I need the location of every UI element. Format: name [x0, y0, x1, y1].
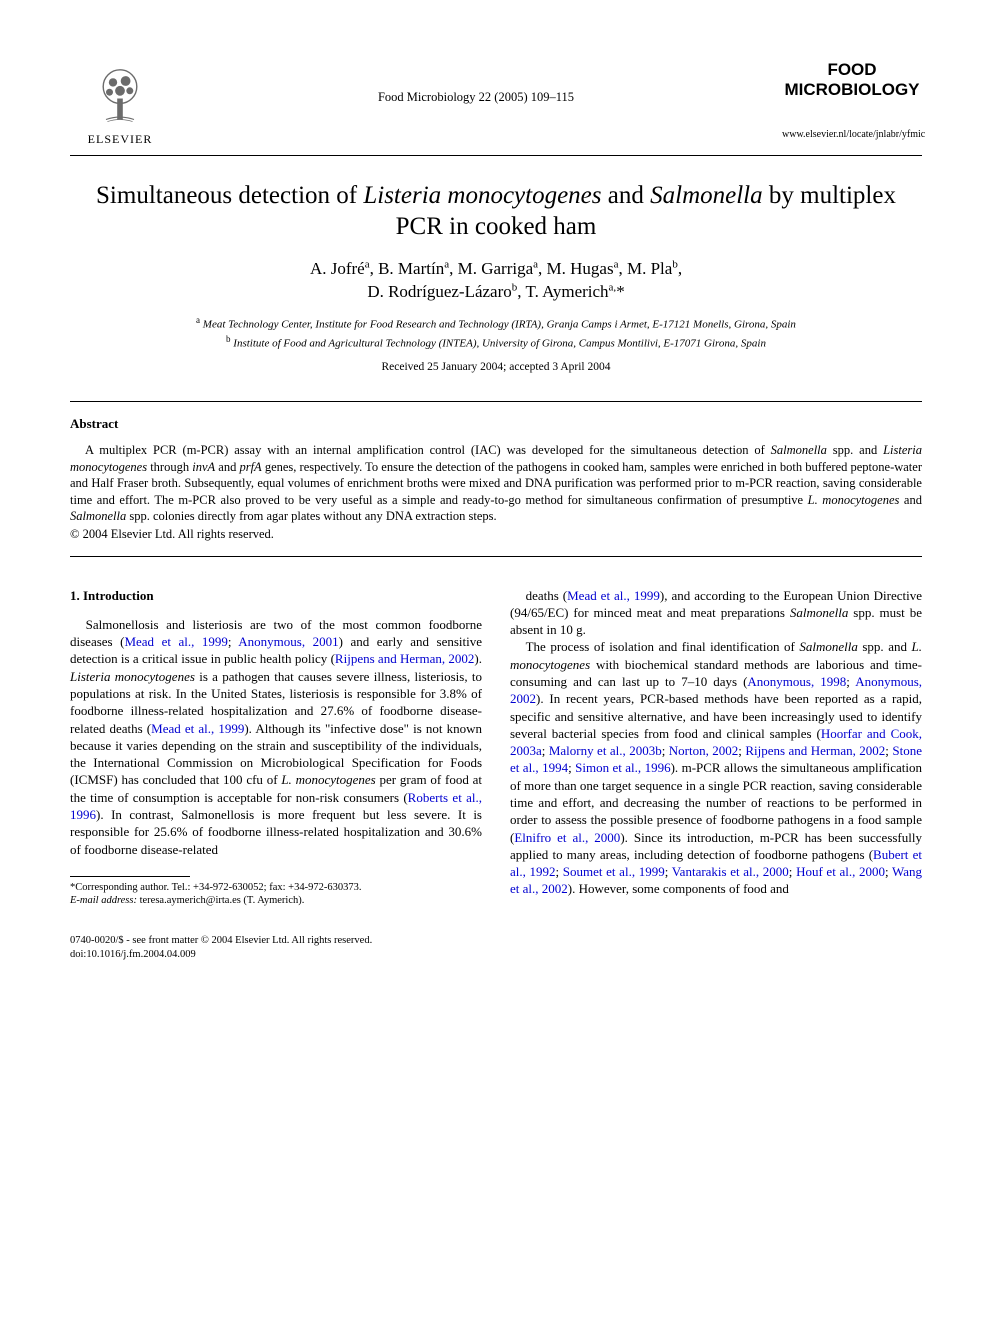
- abstract-text: A multiplex PCR (m-PCR) assay with an in…: [70, 442, 922, 525]
- authors-line-2: D. Rodríguez-Lázarob, T. Aymericha,*: [367, 282, 624, 301]
- journal-header: ELSEVIER Food Microbiology 22 (2005) 109…: [70, 60, 922, 147]
- journal-name-l1: FOOD: [827, 60, 876, 79]
- intro-col2-p2: The process of isolation and final ident…: [510, 638, 922, 897]
- footnotes-block: *Corresponding author. Tel.: +34-972-630…: [70, 881, 482, 908]
- intro-col1-p1: Salmonellosis and listeriosis are two of…: [70, 616, 482, 858]
- corresponding-author-note: *Corresponding author. Tel.: +34-972-630…: [70, 881, 482, 895]
- article-title: Simultaneous detection of Listeria monoc…: [90, 180, 902, 243]
- abstract-block: Abstract A multiplex PCR (m-PCR) assay w…: [70, 416, 922, 542]
- introduction-heading: 1. Introduction: [70, 587, 482, 604]
- journal-reference: Food Microbiology 22 (2005) 109–115: [170, 90, 782, 105]
- column-left: 1. Introduction Salmonellosis and lister…: [70, 587, 482, 909]
- affiliation-b: b Institute of Food and Agricultural Tec…: [70, 333, 922, 352]
- authors-line-1: A. Jofréa, B. Martína, M. Garrigaa, M. H…: [310, 259, 682, 278]
- intro-col2-p1: deaths (Mead et al., 1999), and accordin…: [510, 587, 922, 639]
- page-footer: 0740-0020/$ - see front matter © 2004 El…: [70, 934, 922, 961]
- body-columns: 1. Introduction Salmonellosis and lister…: [70, 587, 922, 909]
- journal-reference-block: Food Microbiology 22 (2005) 109–115: [170, 60, 782, 105]
- abstract-bottom-rule: [70, 556, 922, 557]
- publisher-logo-block: ELSEVIER: [70, 60, 170, 147]
- header-rule: [70, 155, 922, 156]
- journal-title-box: FOOD MICROBIOLOGY www.elsevier.nl/locate…: [782, 60, 922, 140]
- footer-line-2: doi:10.1016/j.fm.2004.04.009: [70, 948, 922, 962]
- affiliations-block: a Meat Technology Center, Institute for …: [70, 314, 922, 351]
- abstract-copyright: © 2004 Elsevier Ltd. All rights reserved…: [70, 527, 922, 542]
- journal-url: www.elsevier.nl/locate/jnlabr/yfmic: [782, 129, 922, 140]
- article-dates: Received 25 January 2004; accepted 3 Apr…: [70, 361, 922, 373]
- abstract-heading: Abstract: [70, 416, 922, 432]
- journal-name: FOOD MICROBIOLOGY: [782, 60, 922, 99]
- footer-line-1: 0740-0020/$ - see front matter © 2004 El…: [70, 934, 922, 948]
- journal-name-l2: MICROBIOLOGY: [784, 80, 919, 99]
- elsevier-tree-icon: [85, 60, 155, 130]
- column-right: deaths (Mead et al., 1999), and accordin…: [510, 587, 922, 909]
- publisher-name: ELSEVIER: [88, 132, 153, 147]
- footnote-rule: [70, 876, 190, 877]
- email-value: teresa.aymerich@irta.es (T. Aymerich).: [140, 895, 305, 906]
- abstract-top-rule: [70, 401, 922, 402]
- authors-block: A. Jofréa, B. Martína, M. Garrigaa, M. H…: [70, 257, 922, 305]
- affiliation-a: a Meat Technology Center, Institute for …: [70, 314, 922, 333]
- email-label: E-mail address:: [70, 895, 137, 906]
- email-line: E-mail address: teresa.aymerich@irta.es …: [70, 894, 482, 908]
